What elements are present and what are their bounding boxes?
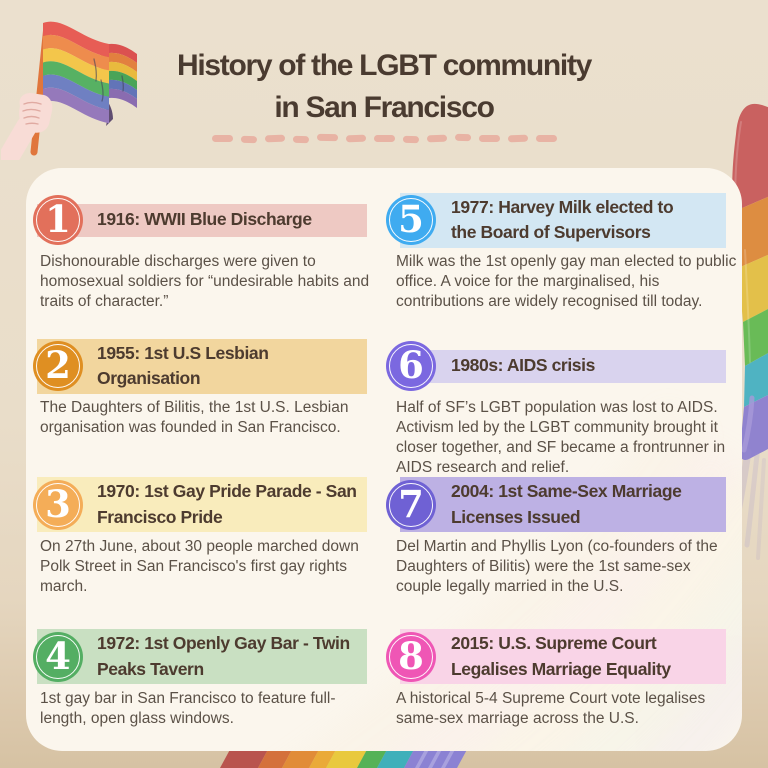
item-number-badge: 2 bbox=[33, 341, 83, 391]
flag-stripe bbox=[43, 61, 109, 97]
item-number: 4 bbox=[45, 633, 71, 678]
item-title-bar: 2015: U.S. Supreme Court Legalises Marri… bbox=[400, 629, 726, 684]
item-title-bar: 1955: 1st U.S Lesbian Organisation bbox=[37, 338, 367, 394]
brush-streak bbox=[756, 458, 766, 560]
item-title: 1970: 1st Gay Pride Parade - San Francis… bbox=[97, 481, 357, 527]
divider-dash bbox=[373, 135, 395, 142]
badge-ring bbox=[389, 198, 433, 242]
item-number: 7 bbox=[398, 481, 424, 526]
item-title: 1977: Harvey Milk elected to the Board o… bbox=[451, 196, 674, 243]
item-title-bar: 1977: Harvey Milk elected to the Board o… bbox=[400, 192, 726, 248]
divider-dash bbox=[507, 134, 528, 143]
item-title: 1972: 1st Openly Gay Bar - Twin Peaks Ta… bbox=[97, 633, 350, 679]
brush-streak bbox=[744, 452, 760, 548]
item-title: 1916: WWII Blue Discharge bbox=[97, 209, 312, 230]
item-title: 2015: U.S. Supreme Court Legalises Marri… bbox=[451, 633, 671, 679]
badge-ring bbox=[36, 198, 80, 242]
flag-stripe bbox=[43, 34, 109, 71]
page-title: History of the LGBT community in San Fra… bbox=[0, 45, 768, 129]
item-title-bar: 1980s: AIDS crisis bbox=[400, 349, 726, 383]
item-title-bar: 2004: 1st Same-Sex Marriage Licenses Iss… bbox=[400, 477, 726, 532]
divider-dash bbox=[402, 135, 419, 144]
dashed-divider bbox=[0, 133, 768, 144]
item-title: 1980s: AIDS crisis bbox=[451, 355, 595, 376]
item-number: 6 bbox=[398, 343, 424, 387]
item-title-bar: 1970: 1st Gay Pride Parade - San Francis… bbox=[37, 477, 367, 532]
item-body: 1st gay bar in San Francisco to feature … bbox=[40, 689, 336, 727]
item-title-bar: 1916: WWII Blue Discharge bbox=[37, 203, 367, 237]
flag-stripe bbox=[43, 48, 109, 84]
card-tint-band bbox=[565, 554, 742, 751]
item-number: 5 bbox=[398, 197, 424, 241]
flag-hand bbox=[19, 93, 53, 133]
divider-dash bbox=[240, 135, 257, 144]
badge-ring bbox=[36, 344, 80, 388]
item-number-badge: 3 bbox=[33, 479, 83, 530]
item-number-badge: 4 bbox=[33, 631, 83, 682]
flag-stripe bbox=[43, 74, 109, 110]
item-number-badge: 8 bbox=[386, 631, 436, 682]
flag-crease-lines bbox=[93, 58, 125, 102]
item-number: 2 bbox=[45, 343, 71, 387]
divider-dash bbox=[211, 135, 233, 142]
item-title: 2004: 1st Same-Sex Marriage Licenses Iss… bbox=[451, 481, 682, 527]
flag-stripe bbox=[43, 87, 109, 124]
hand-finger-lines bbox=[22, 101, 42, 125]
flag-stripe bbox=[43, 21, 109, 58]
timeline-card: 1916: WWII Blue Discharge 1 Dishonourable … bbox=[26, 168, 742, 751]
item-body: Del Martin and Phyllis Lyon (co-founders… bbox=[396, 537, 718, 595]
rainbow-arc-stripe bbox=[738, 254, 768, 322]
divider-dash bbox=[535, 135, 557, 142]
divider-dash bbox=[292, 135, 309, 144]
flag-back-stripe bbox=[101, 70, 137, 90]
item-body: Dishonourable discharges were given to h… bbox=[40, 253, 370, 310]
item-title: 1955: 1st U.S Lesbian Organisation bbox=[97, 342, 269, 389]
item-body: The Daughters of Bilitis, the 1st U.S. L… bbox=[40, 399, 349, 436]
flag-back-stripe bbox=[101, 43, 137, 63]
rainbow-arc-stripe bbox=[732, 103, 768, 212]
item-body: On 27th June, about 30 people marched do… bbox=[40, 537, 359, 595]
item-title-bar: 1972: 1st Openly Gay Bar - Twin Peaks Ta… bbox=[37, 629, 367, 684]
item-body: Half of SF’s LGBT population was lost to… bbox=[396, 399, 726, 476]
page-title-line1: History of the LGBT community bbox=[177, 49, 592, 82]
item-number: 1 bbox=[45, 197, 71, 241]
flag-back-stripe bbox=[101, 61, 137, 81]
divider-dash bbox=[426, 134, 447, 143]
divider-dash bbox=[345, 134, 366, 143]
pride-flag-icon bbox=[1, 21, 137, 160]
divider-dash bbox=[454, 133, 471, 142]
flag-back-stripe bbox=[101, 52, 137, 72]
item-number-badge: 1 bbox=[33, 195, 83, 245]
brush-streak bbox=[741, 395, 755, 453]
divider-dash bbox=[316, 133, 338, 142]
card-tint-band bbox=[648, 638, 742, 751]
flag-back-stripe bbox=[101, 79, 137, 99]
page-title-line2: in San Francisco bbox=[274, 91, 495, 124]
flag-arm bbox=[1, 115, 38, 160]
item-number-badge: 5 bbox=[386, 195, 436, 245]
flag-back-stripe bbox=[101, 88, 137, 108]
badge-ring bbox=[36, 634, 80, 679]
item-number-badge: 7 bbox=[386, 479, 436, 530]
badge-ring bbox=[389, 634, 433, 679]
rainbow-arc-stripe bbox=[744, 353, 768, 407]
rainbow-arc-stripe bbox=[743, 309, 768, 366]
badge-ring bbox=[389, 482, 433, 527]
item-number: 3 bbox=[45, 481, 71, 526]
divider-dash bbox=[478, 135, 500, 142]
item-body: A historical 5-4 Supreme Court vote lega… bbox=[396, 689, 706, 727]
item-number: 8 bbox=[398, 633, 424, 678]
badge-ring bbox=[389, 344, 433, 388]
item-number-badge: 6 bbox=[386, 341, 436, 391]
divider-dash bbox=[264, 134, 285, 143]
badge-ring bbox=[36, 482, 80, 527]
item-body: Milk was the 1st openly gay man elected … bbox=[396, 253, 737, 310]
